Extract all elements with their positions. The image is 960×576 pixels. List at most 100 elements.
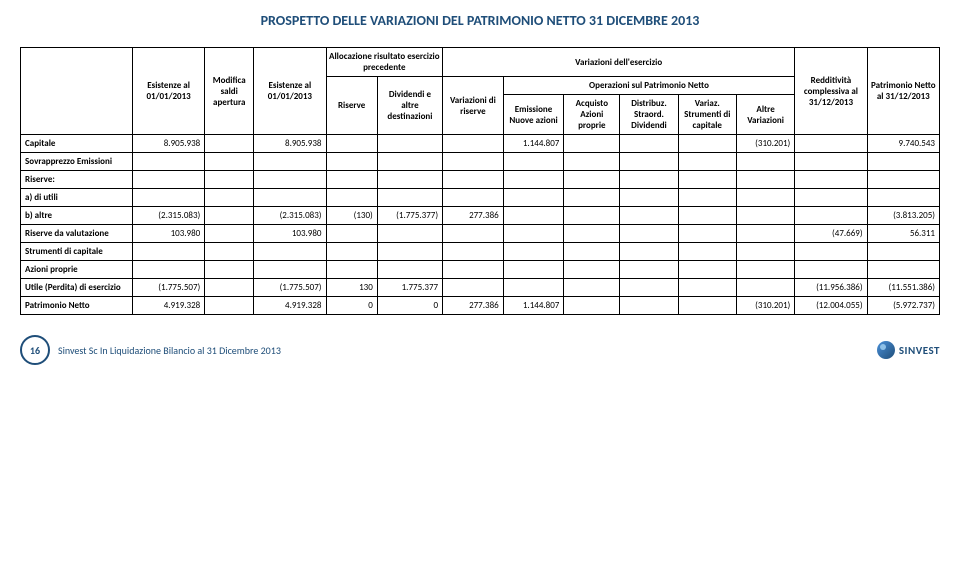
cell <box>326 153 377 171</box>
cell <box>503 261 564 279</box>
cell <box>795 153 867 171</box>
cell: 8.905.938 <box>132 135 204 153</box>
table-row: Strumenti di capitale <box>21 243 940 261</box>
cell <box>564 135 620 153</box>
cell <box>503 279 564 297</box>
cell <box>736 171 794 189</box>
cell <box>564 189 620 207</box>
cell: 8.905.938 <box>254 135 326 153</box>
table-body: Capitale8.905.9388.905.9381.144.807(310.… <box>21 135 940 315</box>
cell: (47.669) <box>795 225 867 243</box>
cell <box>132 243 204 261</box>
cell <box>254 243 326 261</box>
cell <box>443 135 504 153</box>
table-row: a) di utili <box>21 189 940 207</box>
table-row: Capitale8.905.9388.905.9381.144.807(310.… <box>21 135 940 153</box>
col-var-riserve: Variazioni di riserve <box>443 77 504 135</box>
cell: (12.004.055) <box>795 297 867 315</box>
cell: 4.919.328 <box>132 297 204 315</box>
cell: 56.311 <box>867 225 939 243</box>
footer-text: Sinvest Sc In Liquidazione Bilancio al 3… <box>58 344 877 357</box>
cell <box>443 243 504 261</box>
cell <box>205 153 254 171</box>
cell: 1.775.377 <box>377 279 442 297</box>
cell <box>254 171 326 189</box>
cell <box>205 279 254 297</box>
col-rowlabel <box>21 48 133 135</box>
cell <box>795 243 867 261</box>
page-number: 16 <box>20 335 50 365</box>
cell <box>254 261 326 279</box>
cell <box>503 171 564 189</box>
cell: 1.144.807 <box>503 135 564 153</box>
cell: 9.740.543 <box>867 135 939 153</box>
cell <box>564 261 620 279</box>
row-label: Riserve: <box>21 171 133 189</box>
cell <box>678 279 736 297</box>
cell <box>564 171 620 189</box>
cell <box>795 261 867 279</box>
cell <box>503 153 564 171</box>
cell <box>443 279 504 297</box>
cell <box>326 243 377 261</box>
table-row: Riserve: <box>21 171 940 189</box>
cell <box>326 171 377 189</box>
col-dividendi: Dividendi e altre destinazioni <box>377 77 442 135</box>
row-label: b) altre <box>21 207 133 225</box>
cell <box>795 135 867 153</box>
cell: (2.315.083) <box>132 207 204 225</box>
col-esist1: Esistenze al 01/01/2013 <box>132 48 204 135</box>
group-alloc: Allocazione risultato esercizio preceden… <box>326 48 443 77</box>
cell <box>443 261 504 279</box>
cell <box>377 135 442 153</box>
row-label: a) di utili <box>21 189 133 207</box>
cell: 4.919.328 <box>254 297 326 315</box>
cell <box>377 171 442 189</box>
cell <box>620 243 678 261</box>
cell <box>620 135 678 153</box>
cell <box>205 171 254 189</box>
group-variazioni: Variazioni dell'esercizio <box>443 48 795 77</box>
cell <box>564 279 620 297</box>
cell <box>620 297 678 315</box>
cell: (130) <box>326 207 377 225</box>
cell <box>377 153 442 171</box>
cell <box>205 207 254 225</box>
row-label: Sovrapprezzo Emissioni <box>21 153 133 171</box>
logo-text: SINVEST <box>899 344 940 357</box>
cell: (11.956.386) <box>795 279 867 297</box>
cell: (310.201) <box>736 297 794 315</box>
cell <box>564 297 620 315</box>
cell <box>678 243 736 261</box>
cell <box>620 279 678 297</box>
cell <box>254 153 326 171</box>
cell: 1.144.807 <box>503 297 564 315</box>
cell <box>678 135 736 153</box>
cell <box>867 153 939 171</box>
col-variaz: Variaz. Strumenti di capitale <box>678 95 736 135</box>
col-esist2: Esistenze al 01/01/2013 <box>254 48 326 135</box>
col-riserve: Riserve <box>326 77 377 135</box>
cell <box>678 171 736 189</box>
col-emissione: Emissione Nuove azioni <box>503 95 564 135</box>
cell <box>795 171 867 189</box>
cell <box>377 261 442 279</box>
col-altre: Altre Variazioni <box>736 95 794 135</box>
table-row: Riserve da valutazione103.980103.980(47.… <box>21 225 940 243</box>
row-label: Strumenti di capitale <box>21 243 133 261</box>
row-label: Capitale <box>21 135 133 153</box>
page-footer: 16 Sinvest Sc In Liquidazione Bilancio a… <box>20 335 940 365</box>
table-row: Patrimonio Netto4.919.3284.919.32800277.… <box>21 297 940 315</box>
cell <box>132 153 204 171</box>
cell <box>736 207 794 225</box>
logo-icon <box>877 341 895 359</box>
cell: 277.386 <box>443 297 504 315</box>
cell: 0 <box>377 297 442 315</box>
cell <box>620 225 678 243</box>
cell <box>867 171 939 189</box>
cell <box>736 189 794 207</box>
col-modifica: Modifica saldi apertura <box>205 48 254 135</box>
cell <box>326 225 377 243</box>
cell: 103.980 <box>254 225 326 243</box>
cell <box>736 261 794 279</box>
